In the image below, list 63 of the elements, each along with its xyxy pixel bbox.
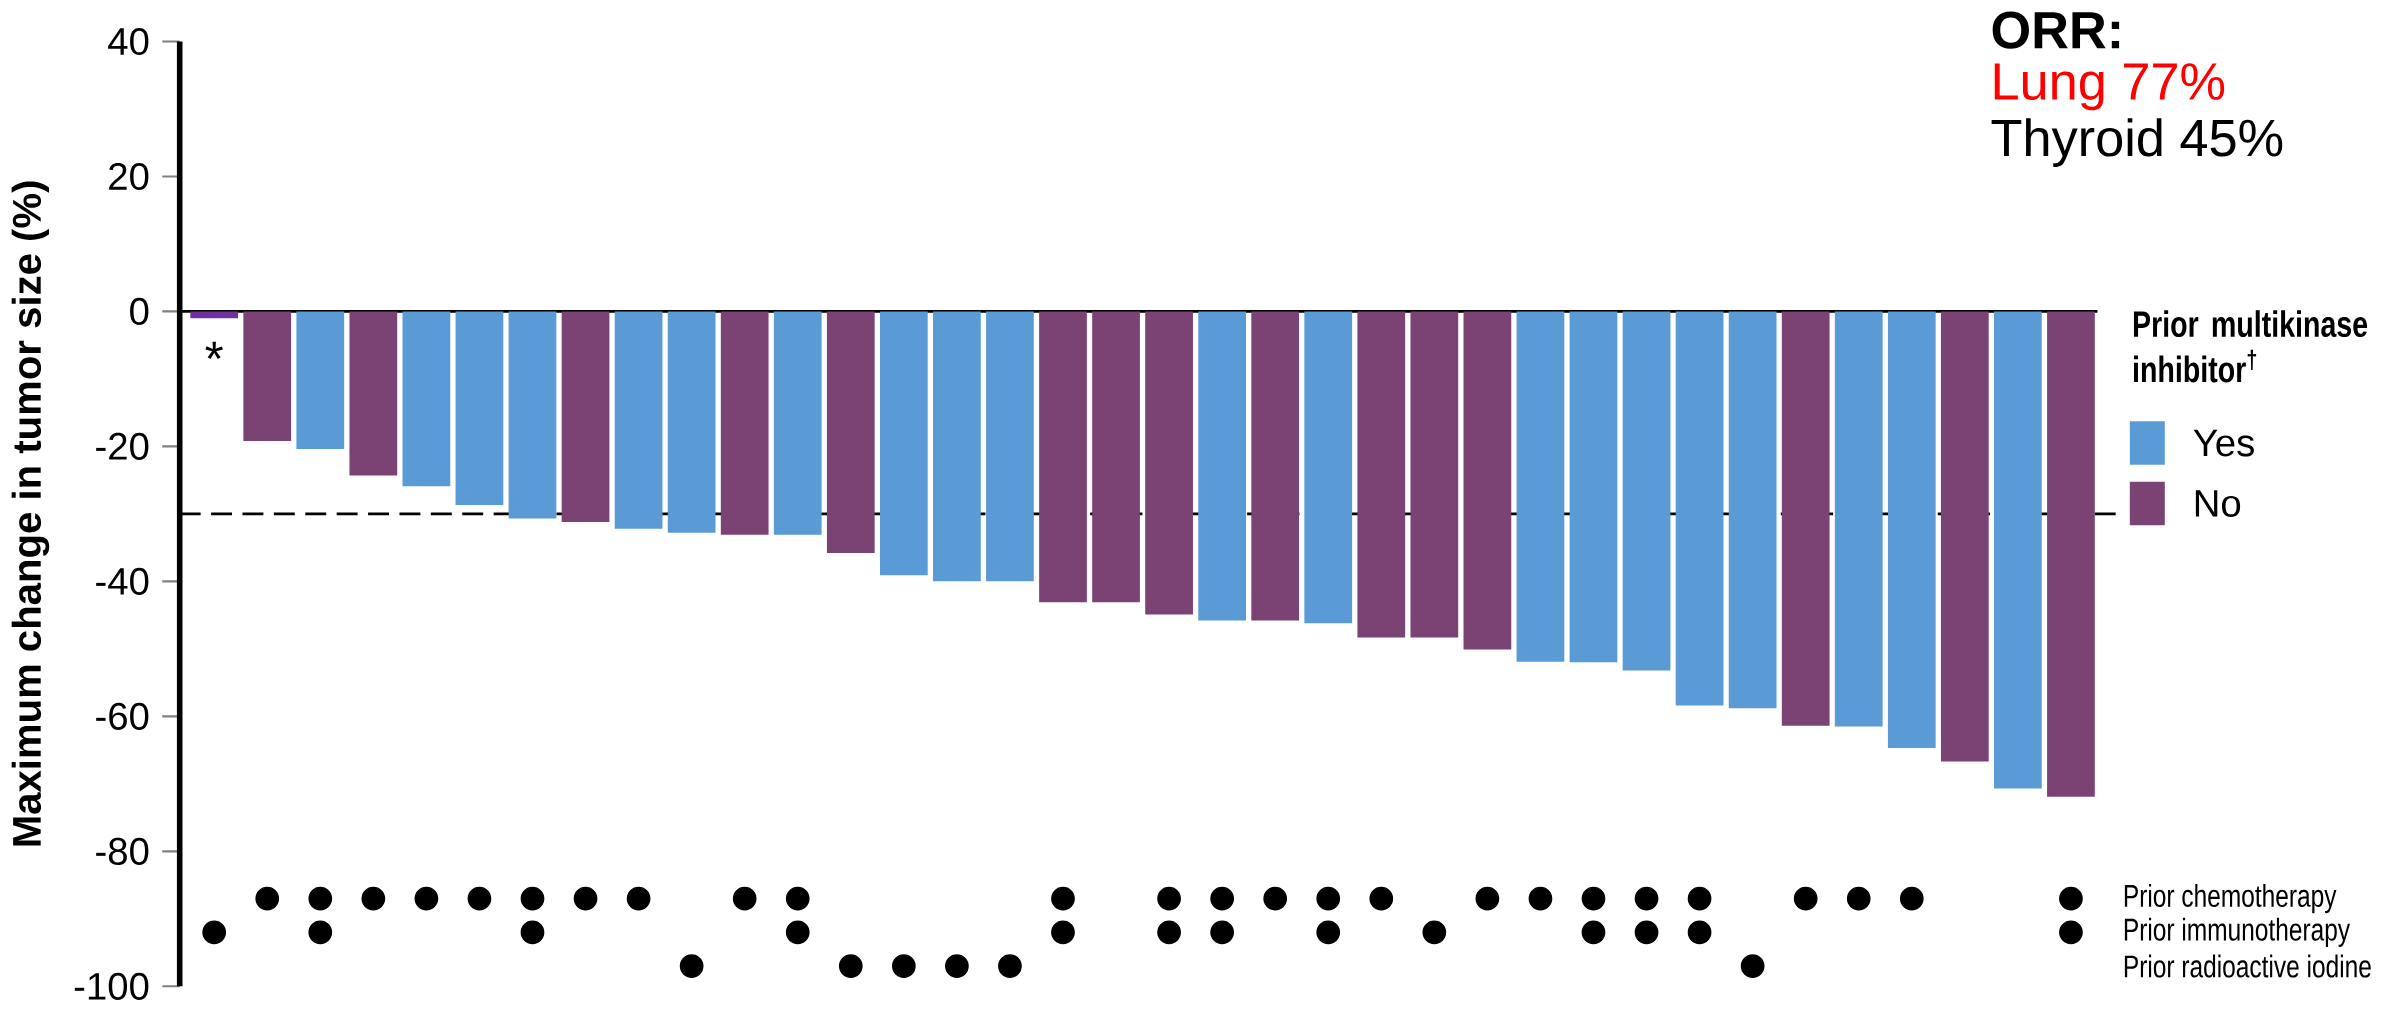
text: Prior radioactive iodine (2124, 954, 2371, 978)
point (2059, 920, 2083, 945)
point (732, 886, 757, 911)
annotation: Lung 77% (1994, 63, 2225, 111)
point (1210, 886, 1234, 911)
y-axis-title: Maximum change in tumor size (%) (11, 181, 50, 846)
point (520, 920, 545, 945)
annotation: Thyroid 45% (1991, 118, 2283, 167)
point (414, 886, 439, 911)
legend-label: Yes (2193, 429, 2254, 457)
point (1899, 886, 1924, 911)
point (1210, 920, 1234, 945)
annotation: ORR: (1992, 11, 2120, 49)
y-tick-label: 0 (130, 297, 149, 325)
point (2059, 886, 2083, 911)
annotation: * (205, 341, 223, 359)
point (1475, 886, 1500, 911)
y-tick-label: -20 (96, 432, 149, 460)
point (626, 886, 651, 911)
point (1051, 920, 1075, 945)
y-tick-label: -100 (74, 972, 149, 1000)
legend-title: Prior multikinase inhibitor$^{†}$ (2133, 310, 2368, 383)
point (1634, 886, 1659, 911)
y-tick-label: 40 (108, 27, 149, 55)
legend-label: Prior immunotherapy (2124, 917, 2351, 947)
point (1793, 886, 1818, 911)
point (1687, 920, 1712, 945)
point (1157, 886, 1181, 911)
point (998, 954, 1022, 978)
point (1316, 920, 1341, 945)
point (573, 886, 598, 911)
point (1157, 920, 1181, 945)
point (308, 920, 333, 945)
point (838, 954, 863, 978)
point (1687, 886, 1712, 911)
y-tick-label: -80 (96, 837, 149, 865)
y-tick-label: -60 (96, 702, 149, 730)
point (1369, 886, 1394, 911)
point (520, 886, 545, 911)
point (1263, 886, 1288, 911)
point (1846, 886, 1871, 911)
point (1051, 886, 1075, 911)
point (467, 886, 492, 911)
point (255, 886, 280, 911)
point (1581, 920, 1606, 945)
point (202, 920, 227, 945)
point (1528, 886, 1553, 911)
y-tick-label: 20 (109, 162, 149, 190)
point (1581, 886, 1606, 911)
point (679, 954, 704, 978)
point (361, 886, 386, 911)
point (785, 886, 810, 911)
point (1316, 886, 1341, 911)
point (945, 954, 969, 978)
point (308, 886, 333, 911)
point (785, 920, 810, 945)
point (891, 954, 916, 978)
legend-label: Prior chemotherapy (2124, 883, 2337, 914)
point (1740, 954, 1765, 978)
point (1634, 920, 1659, 945)
point (1422, 920, 1447, 945)
y-tick-label: -40 (96, 567, 149, 595)
legend-label: No (2195, 490, 2241, 517)
